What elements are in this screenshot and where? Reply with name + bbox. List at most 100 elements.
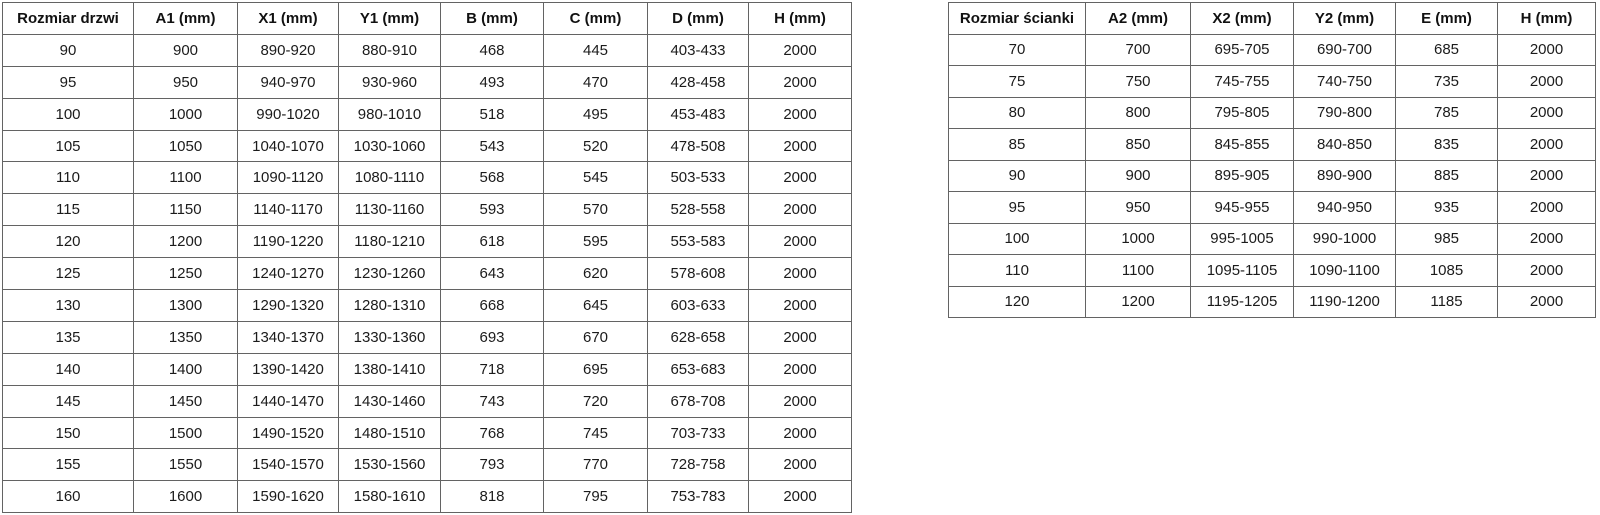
table-cell: 1095-1105: [1190, 254, 1294, 287]
table-cell: 718: [440, 352, 544, 386]
table-cell: 1280-1310: [338, 289, 441, 322]
wall-sizes-table: Rozmiar ścianki A2 (mm) X2 (mm) Y2 (mm) E (m…: [948, 2, 1596, 318]
table-cell: 120: [2, 225, 134, 259]
table-cell: 678-708: [647, 384, 749, 418]
table-cell: 768: [440, 416, 544, 450]
table-row: 130 1300 1290-1320 1280-1310 668 645 603-633 20…: [2, 289, 852, 322]
table-cell: 95: [2, 65, 134, 99]
table-cell: 645: [543, 289, 648, 322]
table-cell: 1490-1520: [237, 416, 339, 450]
table-cell: 990-1020: [237, 97, 339, 131]
table-cell: 668: [440, 289, 544, 322]
table-cell: 518: [440, 97, 544, 131]
table-cell: 880-910: [338, 33, 441, 67]
table-cell: 1090-1100: [1293, 254, 1396, 287]
header-cell: B (mm): [440, 2, 544, 35]
table-cell: 135: [2, 320, 134, 354]
table-cell: 493: [440, 65, 544, 99]
table-cell: 2000: [1497, 254, 1596, 287]
table-cell: 70: [948, 33, 1086, 66]
table-cell: 1400: [133, 352, 238, 386]
table-cell: 80: [948, 96, 1086, 129]
table-cell: 90: [2, 33, 134, 67]
table-row: 90 900 895-905 890-900 885 2000: [948, 159, 1596, 192]
table-row: 160 1600 1590-1620 1580-1610 818 795 753-783 20…: [2, 480, 852, 514]
table-cell: 2000: [748, 97, 852, 131]
table-cell: 1350: [133, 320, 238, 354]
table-cell: 1140-1170: [237, 193, 339, 227]
table-cell: 995-1005: [1190, 222, 1294, 255]
header-cell: Y1 (mm): [338, 2, 441, 35]
table-cell: 593: [440, 193, 544, 227]
table-row: 75 750 745-755 740-750 735 2000: [948, 65, 1596, 98]
table-cell: 1540-1570: [237, 448, 339, 482]
table-cell: 468: [440, 33, 544, 67]
table-cell: 100: [948, 222, 1086, 255]
table-cell: 2000: [748, 129, 852, 163]
table-cell: 745-755: [1190, 65, 1294, 98]
header-cell: Rozmiar drzwi: [2, 2, 134, 35]
table-cell: 95: [948, 191, 1086, 224]
table-cell: 720: [543, 384, 648, 418]
table-cell: 428-458: [647, 65, 749, 99]
table-cell: 835: [1395, 128, 1498, 161]
door-sizes-table: Rozmiar drzwi A1 (mm) X1 (mm) Y1 (mm) B (mm)…: [2, 2, 852, 514]
table-cell: 543: [440, 129, 544, 163]
table-cell: 895-905: [1190, 159, 1294, 192]
table-row: 150 1500 1490-1520 1480-1510 768 745 703-733 20…: [2, 416, 852, 450]
table-cell: 1100: [133, 161, 238, 195]
table-cell: 790-800: [1293, 96, 1396, 129]
table-cell: 1430-1460: [338, 384, 441, 418]
table-cell: 2000: [1497, 65, 1596, 98]
table-cell: 503-533: [647, 161, 749, 195]
table-cell: 115: [2, 193, 134, 227]
table-cell: 690-700: [1293, 33, 1396, 66]
table-cell: 105: [2, 129, 134, 163]
table-row: 85 850 845-855 840-850 835 2000: [948, 128, 1596, 161]
table-cell: 2000: [1497, 96, 1596, 129]
table-row: 95 950 945-955 940-950 935 2000: [948, 191, 1596, 224]
table-cell: 795-805: [1190, 96, 1294, 129]
table-cell: 568: [440, 161, 544, 195]
table-cell: 745: [543, 416, 648, 450]
table-row: 140 1400 1390-1420 1380-1410 718 695 653-683 20…: [2, 352, 852, 386]
table-cell: 1240-1270: [237, 257, 339, 291]
table-row: 115 1150 1140-1170 1130-1160 593 570 528-558 20…: [2, 193, 852, 227]
table-cell: 890-900: [1293, 159, 1396, 192]
table-cell: 445: [543, 33, 648, 67]
table-cell: 2000: [748, 416, 852, 450]
table-cell: 670: [543, 320, 648, 354]
table-cell: 1580-1610: [338, 480, 441, 514]
table-cell: 850: [1085, 128, 1191, 161]
table-cell: 1200: [133, 225, 238, 259]
table-cell: 818: [440, 480, 544, 514]
header-cell: E (mm): [1395, 2, 1498, 35]
table-cell: 1150: [133, 193, 238, 227]
table-cell: 620: [543, 257, 648, 291]
table-cell: 145: [2, 384, 134, 418]
table-cell: 125: [2, 257, 134, 291]
table-cell: 453-483: [647, 97, 749, 131]
table-cell: 685: [1395, 33, 1498, 66]
table-cell: 1080-1110: [338, 161, 441, 195]
table-cell: 545: [543, 161, 648, 195]
table-row: 120 1200 1195-1205 1190-1200 1185 2000: [948, 285, 1596, 318]
table-cell: 1250: [133, 257, 238, 291]
table-cell: 980-1010: [338, 97, 441, 131]
table-cell: 1000: [133, 97, 238, 131]
table-cell: 90: [948, 159, 1086, 192]
table-cell: 1000: [1085, 222, 1191, 255]
table-cell: 1195-1205: [1190, 285, 1294, 318]
table-cell: 130: [2, 289, 134, 322]
table-cell: 1600: [133, 480, 238, 514]
header-cell: H (mm): [1497, 2, 1596, 35]
table-cell: 603-633: [647, 289, 749, 322]
table-cell: 1050: [133, 129, 238, 163]
table-cell: 950: [1085, 191, 1191, 224]
table-cell: 2000: [748, 289, 852, 322]
table-cell: 845-855: [1190, 128, 1294, 161]
table-cell: 595: [543, 225, 648, 259]
table-cell: 985: [1395, 222, 1498, 255]
table-cell: 1590-1620: [237, 480, 339, 514]
table-cell: 618: [440, 225, 544, 259]
